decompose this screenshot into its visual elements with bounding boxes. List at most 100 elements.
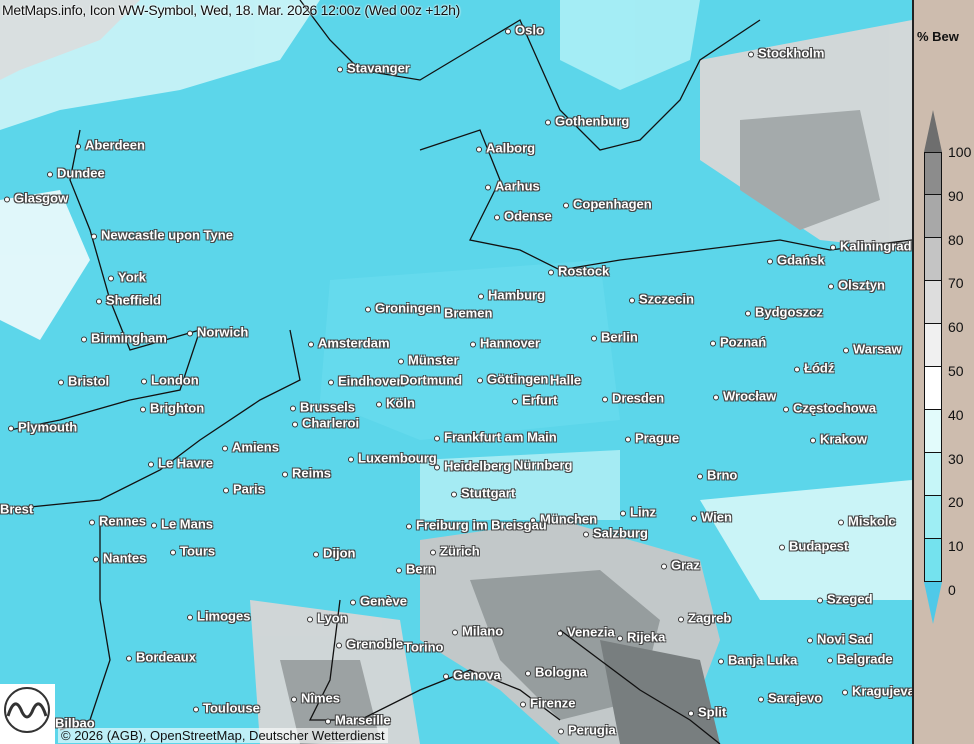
city-name: Olsztyn [838, 277, 885, 293]
city-name: Dijon [323, 545, 356, 561]
city-marker-icon [470, 341, 476, 348]
city-label: Limoges [187, 609, 250, 624]
city-name: Genova [453, 667, 501, 683]
city-marker-icon [348, 456, 354, 463]
city-marker-icon [494, 214, 500, 221]
city-label: Rennes [89, 514, 146, 529]
city-name: Firenze [530, 695, 576, 711]
city-name: Reims [292, 465, 332, 481]
city-marker-icon [452, 629, 458, 636]
city-label: Marseille [325, 713, 391, 728]
city-marker-icon [96, 298, 102, 305]
city-marker-icon [430, 549, 436, 556]
city-marker-icon [807, 637, 813, 644]
city-label: Nantes [93, 551, 146, 566]
legend-tick-label: 40 [948, 406, 964, 423]
city-name: Halle [550, 372, 582, 388]
city-label: Münster [398, 353, 459, 368]
city-name: Bologna [535, 664, 587, 680]
legend-tick-label: 20 [948, 494, 964, 511]
city-name: Erfurt [522, 392, 558, 408]
city-label: Glasgow [4, 191, 68, 206]
city-name: Częstochowa [793, 400, 877, 416]
legend-tick-label: 90 [948, 187, 964, 204]
city-label: Split [688, 705, 726, 720]
city-marker-icon [434, 464, 440, 471]
city-name: Bristol [68, 373, 110, 389]
city-marker-icon [477, 377, 483, 384]
city-marker-icon [81, 336, 87, 343]
city-marker-icon [292, 421, 298, 428]
city-marker-icon [350, 599, 356, 606]
city-name: Aalborg [486, 140, 536, 156]
city-name: Nîmes [301, 690, 341, 706]
city-label: Bologna [525, 665, 587, 680]
legend-segment [924, 367, 942, 410]
city-label: Lyon [307, 611, 348, 626]
city-name: Norwich [197, 324, 249, 340]
city-marker-icon [126, 655, 132, 662]
city-label: Poznań [710, 335, 766, 350]
city-name: Gdańsk [777, 252, 825, 268]
legend-tick-label: 80 [948, 231, 964, 248]
city-label: Brussels [290, 400, 355, 415]
city-label: Eindhoven [328, 374, 404, 389]
city-marker-icon [58, 379, 64, 386]
city-marker-icon [583, 531, 589, 538]
city-label: Freiburg im Breisgau [406, 518, 547, 533]
cloud-cover-layer [0, 0, 912, 744]
city-label: Reims [282, 466, 331, 481]
city-name: Luxembourg [358, 450, 437, 466]
city-name: Bremen [444, 305, 493, 321]
city-name: Limoges [197, 608, 251, 624]
city-name: Glasgow [14, 190, 69, 206]
weather-map[interactable]: MetMaps.info, Icon WW-Symbol, Wed, 18. M… [0, 0, 912, 744]
city-label: London [141, 373, 199, 388]
city-name: Odense [504, 208, 552, 224]
city-label: Hannover [470, 336, 540, 351]
city-marker-icon [434, 435, 440, 442]
city-name: Dundee [57, 165, 105, 181]
city-label: Stockholm [748, 46, 824, 61]
city-label: Rijeka [617, 630, 665, 645]
city-label: Szczecin [629, 292, 694, 307]
city-label: Sheffield [96, 293, 161, 308]
city-marker-icon [223, 487, 229, 494]
city-marker-icon [376, 401, 382, 408]
city-name: Miskolc [848, 513, 896, 529]
city-name: Krakow [820, 431, 867, 447]
city-marker-icon [485, 184, 491, 191]
city-marker-icon [718, 658, 724, 665]
city-marker-icon [512, 398, 518, 405]
city-marker-icon [291, 696, 297, 703]
city-name: Wien [701, 509, 732, 525]
legend-title: % Bew [917, 29, 959, 44]
city-marker-icon [794, 366, 800, 373]
legend-tick-label: 0 [948, 582, 956, 598]
city-label: Salzburg [583, 526, 648, 541]
city-name: Rennes [99, 513, 146, 529]
city-label: Aarhus [485, 179, 540, 194]
city-label: Copenhagen [563, 197, 652, 212]
city-name: Birmingham [91, 330, 167, 346]
city-label: Brest [0, 502, 33, 517]
city-marker-icon [476, 146, 482, 153]
city-marker-icon [629, 297, 635, 304]
city-label: Perugia [558, 723, 616, 738]
city-marker-icon [308, 341, 314, 348]
city-marker-icon [557, 630, 563, 637]
city-label: Kaliningrad [830, 239, 912, 254]
city-marker-icon [108, 275, 114, 282]
city-name: Bern [406, 561, 436, 577]
city-label: Zagreb [678, 611, 731, 626]
city-label: Szeged [817, 592, 873, 607]
city-label: Birmingham [81, 331, 167, 346]
city-label: Brno [697, 468, 737, 483]
legend-tick-label: 60 [948, 319, 964, 336]
city-marker-icon [140, 406, 146, 413]
city-label: Gdańsk [767, 253, 825, 268]
city-label: Amsterdam [308, 336, 390, 351]
city-marker-icon [336, 642, 342, 649]
city-label: Luxembourg [348, 451, 437, 466]
city-marker-icon [688, 710, 694, 717]
